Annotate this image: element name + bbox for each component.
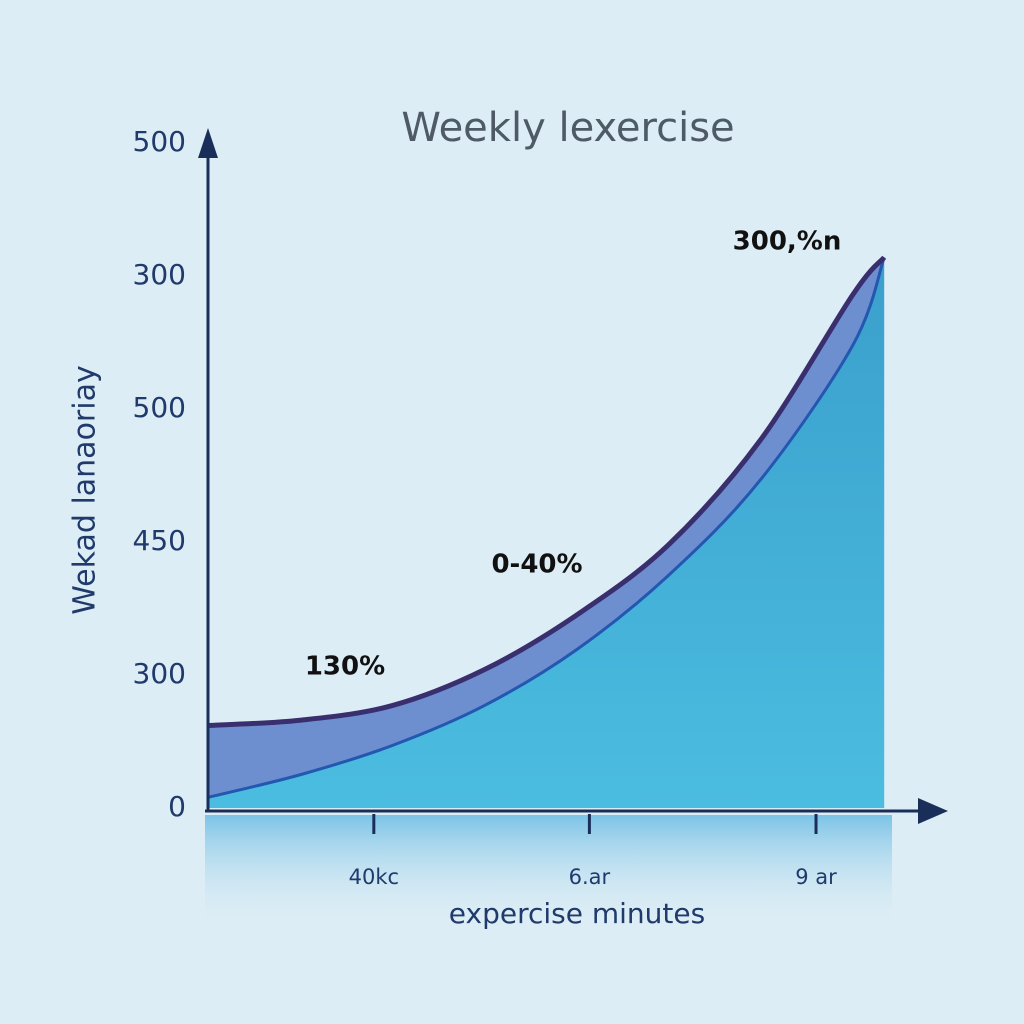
y-tick-label: 450	[133, 524, 186, 557]
plot	[207, 255, 887, 808]
x-axis-label: expercise minutes	[449, 897, 705, 930]
x-tick-label: 40kc	[349, 865, 399, 889]
area-band	[208, 257, 885, 798]
y-tick-label: 300	[133, 258, 186, 291]
x-axis-arrow	[918, 798, 948, 824]
y-axis-arrow	[198, 128, 218, 158]
x-tick-label: 9 ar	[795, 865, 837, 889]
axis-shadow	[205, 815, 892, 927]
y-tick-label: 500	[133, 125, 186, 158]
annotation: 300,%n	[733, 227, 842, 257]
y-axis-label: Wekad lanaoriay	[68, 365, 103, 614]
chart-title: Weekly lexercise	[401, 105, 734, 151]
line	[207, 255, 887, 729]
annotation: 130%	[305, 652, 385, 682]
y-tick-label: 500	[133, 391, 186, 424]
x-tick-label: 6.ar	[569, 865, 611, 889]
annotation: 0-40%	[491, 550, 582, 580]
y-tick-label: 300	[133, 657, 186, 690]
line	[207, 256, 886, 799]
y-tick-label: 0	[168, 790, 186, 823]
area-fill	[208, 257, 885, 808]
